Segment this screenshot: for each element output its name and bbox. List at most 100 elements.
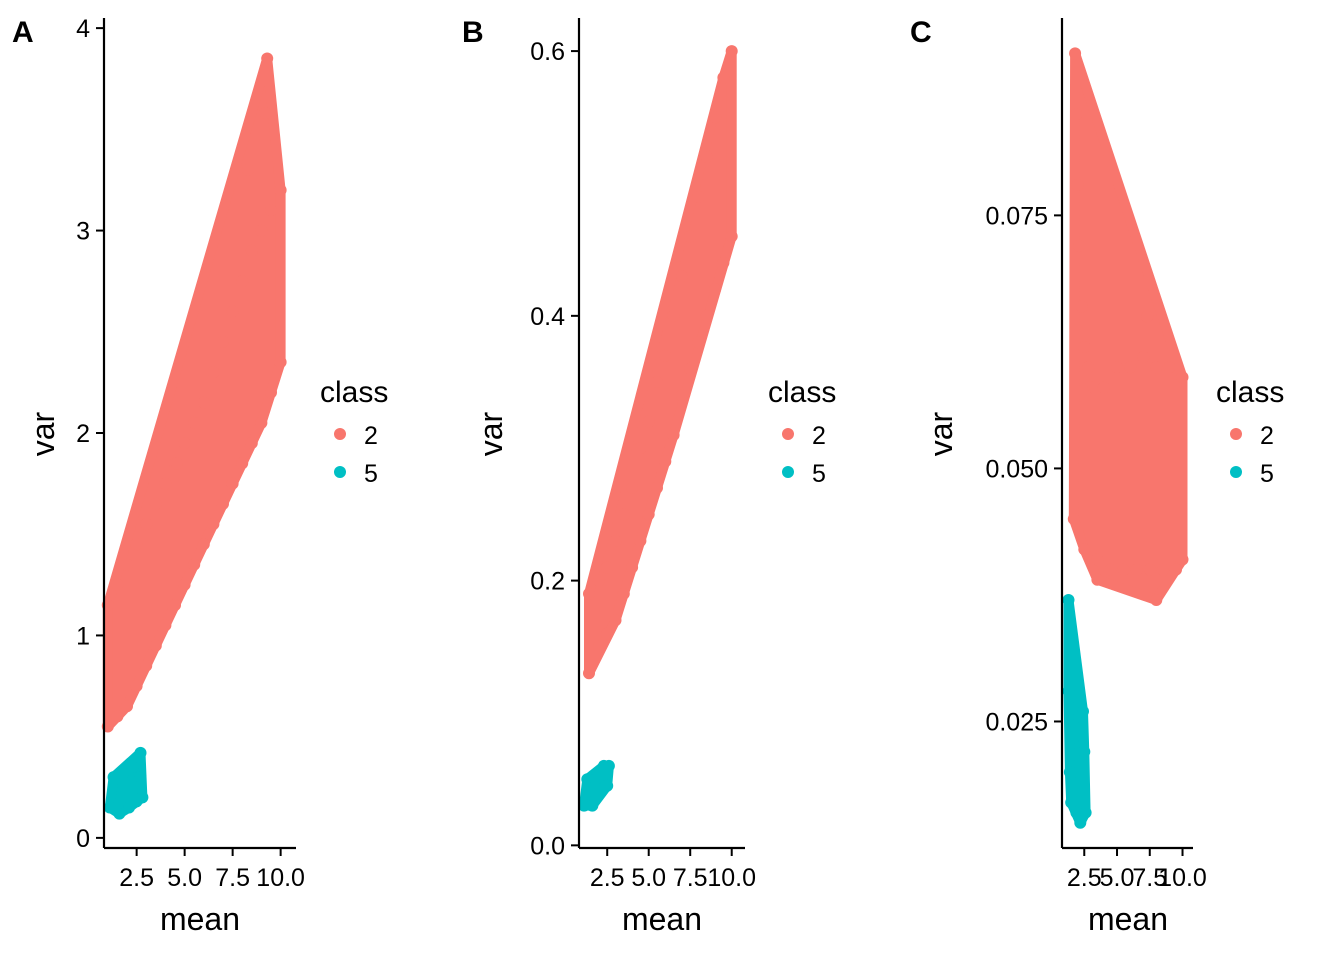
panel-c-series-5-point — [1079, 806, 1092, 819]
panel-b-series-5-point — [581, 773, 594, 786]
panel-b-legend-label-5: 5 — [812, 460, 826, 488]
panel-b-x-title: mean — [622, 901, 702, 937]
panel-c-series-2-point — [1150, 594, 1163, 606]
panel-b-y-tick-label: 0.4 — [530, 303, 565, 331]
panel-a-series-2-point — [149, 639, 162, 652]
panel-a-ticks: 0 1 2 3 4 2.5 5.0 7.5 10.0 — [76, 15, 305, 892]
panel-c-series-2-point — [1069, 47, 1082, 60]
panel-a-series-2-point — [226, 477, 239, 490]
panel-a-series-2-point — [217, 335, 229, 348]
panel-a-legend-key-2 — [334, 428, 346, 440]
panel-a-series-2-point — [242, 163, 254, 176]
panel-a-y-tick-label: 2 — [76, 420, 90, 448]
panel-a-series-5-point — [117, 767, 130, 780]
panel-b-series-2-point — [692, 336, 705, 349]
panel-a-series-2-point — [274, 184, 287, 197]
panel-a-legend-title: class — [320, 376, 388, 409]
panel-b-series-2-point — [583, 587, 595, 600]
panel-b-series-2-point — [717, 256, 730, 269]
panel-a-series-2-point — [265, 204, 277, 217]
panel-a-series-2-point — [140, 659, 153, 672]
panel-a-series-2-point — [265, 386, 277, 399]
panel-a-series-5-point — [107, 771, 120, 784]
panel-b-series-2-point — [692, 190, 705, 203]
panel-c-series-5-point — [1065, 796, 1078, 809]
panel-b-series-2-point — [675, 270, 688, 283]
panel-a-series-2-point — [245, 437, 258, 450]
panel-b-series-2-point — [642, 508, 655, 521]
panel-c-series-2-point — [1176, 553, 1189, 566]
panel-b-series-2-point — [592, 640, 605, 653]
panel-c-series-2-point — [1143, 563, 1156, 576]
panel-c-series-2-point — [1141, 310, 1154, 323]
panel-b-series-2-point — [642, 415, 655, 428]
panel-a-legend-label-5: 5 — [364, 460, 378, 488]
panel-c-series-5-point — [1074, 816, 1087, 829]
panel-c-ticks: 0.025 0.050 0.075 2.55.07.510.0 — [985, 202, 1206, 892]
panel-c-legend-key-2 — [1230, 428, 1242, 440]
panel-c-tag: C — [910, 16, 932, 49]
panel-b-series-2-point — [583, 667, 595, 680]
panel-b-x-tick-label: 10.0 — [707, 864, 756, 892]
panel-b-series-5-point — [602, 759, 615, 772]
panel-c-x-tick-label: 10.0 — [1158, 864, 1207, 892]
panel-b-y-tick-label: 0.2 — [530, 568, 565, 596]
panel-a: A 0 1 2 3 4 2.5 5.0 7.5 10.0 mean var class 2 5 — [12, 15, 388, 937]
panel-b-series-2-point — [667, 309, 680, 322]
panel-c-series-2-point — [1117, 563, 1130, 576]
panel-c-series-2-point — [1097, 381, 1110, 394]
panel-c-series-2-point — [1176, 371, 1189, 384]
panel-b-series-2-point — [725, 45, 738, 58]
panel-c-series-5-point — [1063, 766, 1076, 779]
panel-c-series-2-point — [1075, 300, 1088, 313]
panel-c-series-2-point — [1067, 513, 1080, 525]
panel-a-series-2-point — [197, 396, 210, 409]
panel-a-series-2-point — [121, 700, 133, 713]
panel-a-series-5-point — [136, 791, 149, 804]
panel-c-series-2-point — [1070, 108, 1083, 121]
panel-a-series-5-point — [134, 746, 147, 759]
panel-b-series-2-point — [659, 349, 672, 362]
panel-a-series-2-point — [121, 558, 133, 571]
panel-c-legend-key-5 — [1230, 466, 1242, 478]
panel-c-legend: class 2 5 — [1216, 376, 1284, 488]
panel-b-ticks: 0.0 0.2 0.4 0.6 2.5 5.0 7.5 10.0 — [530, 38, 756, 892]
panel-b-x-tick-label: 7.5 — [673, 864, 708, 892]
panel-a-series-2-point — [255, 224, 268, 237]
panel-b-legend: class 2 5 — [768, 376, 836, 488]
panel-a-y-tick-label: 4 — [76, 15, 90, 43]
panel-b-series-2-point — [684, 362, 697, 375]
panel-c-series-2-point — [1156, 563, 1169, 576]
panel-c-series-2-point — [1111, 361, 1123, 374]
panel-b-series-2-point — [709, 283, 722, 296]
panel-b-series-2-point — [617, 508, 630, 521]
panel-b-series-2-point — [634, 534, 647, 547]
panel-b-series-2-point — [725, 230, 738, 243]
panel-a-series-2-point — [130, 680, 143, 692]
panel-a-series-2-point — [130, 538, 143, 551]
panel-c-series-2-point — [1087, 381, 1100, 394]
panel-c-y-tick-label: 0.075 — [985, 202, 1048, 230]
panel-a-series-2-point — [197, 538, 210, 551]
panel-c-series-2-point — [1078, 341, 1091, 353]
panel-a-series-2-point — [236, 275, 249, 288]
panel-b-x-tick-label: 2.5 — [590, 864, 625, 892]
panel-c-series-5-point — [1078, 745, 1091, 758]
panel-b-tag: B — [462, 16, 484, 49]
panel-c-series-2-point — [1073, 239, 1085, 252]
panel-a-tag: A — [12, 16, 34, 49]
panel-c-legend-label-5: 5 — [1260, 460, 1274, 488]
panel-a-x-tick-label: 5.0 — [167, 864, 202, 892]
panel-c-series-5-point — [1070, 806, 1083, 819]
panel-b-series-5-point — [601, 779, 614, 792]
panel-a-y-tick-label: 1 — [76, 622, 90, 650]
panel-c-plot-area — [1062, 47, 1189, 829]
panel-c-series-5-point — [1062, 685, 1075, 698]
panel-b-series-2-point — [634, 442, 647, 455]
panel-c-series-5-point — [1062, 594, 1075, 606]
panel-c-series-2-point — [1137, 351, 1150, 364]
panel-b-series-2-point — [626, 481, 639, 494]
panel-b-series-2-point — [592, 574, 605, 587]
